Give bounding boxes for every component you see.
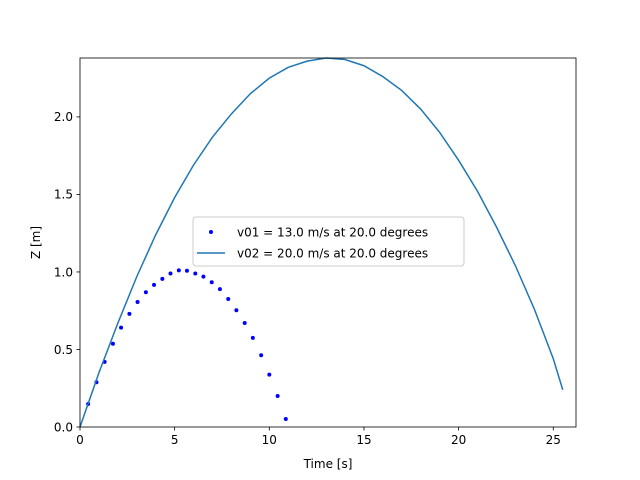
y-tick-label: 1.0 <box>54 265 73 279</box>
series-1-point <box>242 320 247 325</box>
y-tick-label: 0.0 <box>54 420 73 434</box>
series-1-point <box>119 325 124 330</box>
series-1-point <box>127 311 132 316</box>
series-1-point <box>168 271 173 276</box>
x-tick-label: 20 <box>451 433 466 447</box>
series-1-point <box>283 416 288 421</box>
series-1-point <box>234 308 239 313</box>
series-1-point <box>250 335 255 340</box>
legend-dot-swatch <box>209 230 213 234</box>
axes: 0 5 10 15 20 25 0.0 0.5 1.0 1.5 2.0 <box>54 57 577 447</box>
series-1-point <box>193 271 198 276</box>
series-1-point <box>275 393 280 398</box>
series-1-point <box>217 287 222 292</box>
x-tick-label: 25 <box>546 433 561 447</box>
legend-box <box>192 216 465 267</box>
series-1-point <box>143 290 148 295</box>
y-tick-label: 0.5 <box>54 343 73 357</box>
series-1-point <box>226 296 231 301</box>
legend: v01 = 13.0 m/s at 20.0 degrees v02 = 20.0… <box>192 216 465 267</box>
series-1-point <box>259 353 264 358</box>
legend-label: v02 = 20.0 m/s at 20.0 degrees <box>237 247 428 261</box>
series-1-point <box>201 274 206 279</box>
x-tick-label: 5 <box>171 433 179 447</box>
x-axis-label: Time [s] <box>303 457 353 471</box>
y-axis-label: Z [m] <box>29 226 43 259</box>
plot-frame <box>79 57 577 428</box>
series-1-point <box>160 276 165 281</box>
y-tick-label: 2.0 <box>54 110 73 124</box>
series-1-point <box>110 341 115 346</box>
series-1-point <box>209 280 214 285</box>
y-tick-label: 1.5 <box>54 188 73 202</box>
x-tick-label: 10 <box>262 433 277 447</box>
x-tick-label: 0 <box>76 433 84 447</box>
series-1-point <box>267 372 272 377</box>
legend-label: v01 = 13.0 m/s at 20.0 degrees <box>237 226 428 240</box>
series-1-point <box>135 300 140 305</box>
x-tick-label: 15 <box>356 433 371 447</box>
series-1-point <box>152 282 157 287</box>
series-1-point <box>176 268 181 273</box>
series-1-point <box>184 268 189 273</box>
